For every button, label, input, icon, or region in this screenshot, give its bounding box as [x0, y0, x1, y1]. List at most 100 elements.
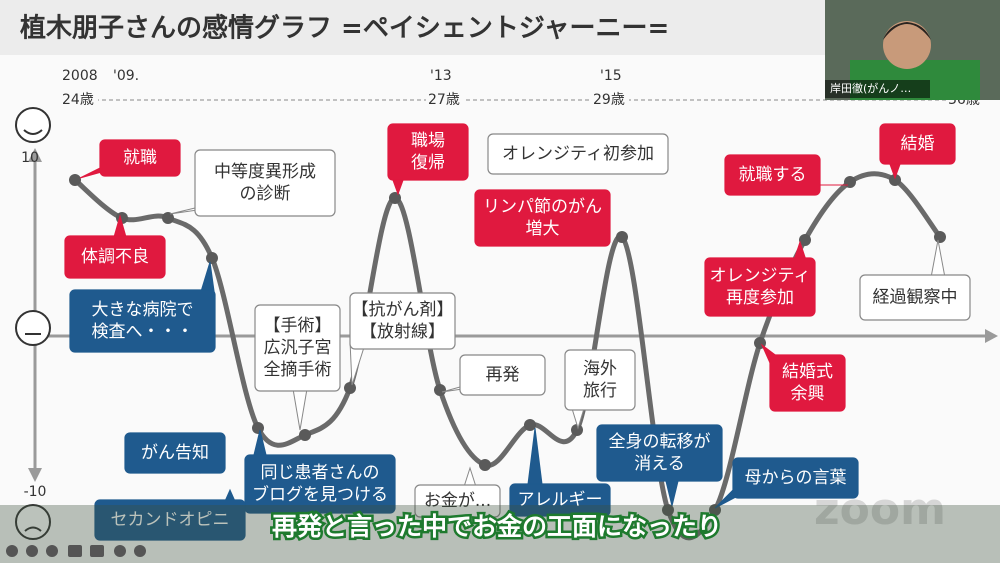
- slide-title: 植木朋子さんの感情グラフ =ペイシェントジャーニー=: [20, 14, 669, 44]
- person-hair: [883, 22, 931, 40]
- curve-point: [344, 382, 356, 394]
- sad-face: [15, 504, 51, 540]
- video-icon[interactable]: [90, 545, 104, 557]
- callout-box: [194, 149, 336, 217]
- callout-text: 復帰: [411, 153, 445, 173]
- zoom-watermark: zoom: [814, 484, 946, 535]
- y-arrow-down: [28, 468, 42, 482]
- age-bg: [60, 91, 98, 109]
- callout-text: オレンジティ初参加: [502, 144, 654, 164]
- curve-point: [844, 176, 856, 188]
- callout-text: 全摘手術: [264, 360, 332, 380]
- callout-box: [64, 235, 166, 279]
- axis-top-label: 10: [21, 150, 39, 166]
- callout-text: 就職: [123, 148, 157, 168]
- name-tag: [825, 80, 930, 98]
- curve-point: [662, 504, 674, 516]
- callout-text: 【放射線】: [360, 322, 445, 342]
- callout-text: 余興: [791, 384, 825, 404]
- curve-point: [206, 252, 218, 264]
- callout-box: [124, 432, 226, 474]
- callout-text: の診断: [240, 184, 291, 204]
- tool-icon[interactable]: [114, 545, 126, 557]
- year-label: 2008: [62, 68, 98, 84]
- title-band: [0, 0, 825, 55]
- tool-icon[interactable]: [6, 545, 18, 557]
- callout-text: 母からの言葉: [745, 468, 847, 488]
- year-label: '13: [430, 68, 452, 84]
- toolbar: [6, 545, 146, 557]
- tool-icon[interactable]: [26, 545, 38, 557]
- callout-box: [99, 139, 181, 177]
- callout-text: 職場: [411, 131, 445, 151]
- callout-text: 中等度異形成: [214, 162, 316, 182]
- age-label: 24歳: [62, 92, 94, 108]
- person-head: [883, 21, 931, 69]
- participant-name: 岸田徹(がんノ…: [830, 81, 911, 95]
- callout-text: リンパ節のがん: [483, 197, 602, 217]
- callout-box: [732, 457, 859, 499]
- callout-text: 全身の転移が: [609, 432, 711, 452]
- neutral-face: [15, 310, 51, 346]
- callout-text: 再度参加: [726, 288, 794, 308]
- axis-bottom-label: -10: [24, 484, 47, 500]
- callout-box: [459, 354, 546, 396]
- x-arrow: [985, 329, 998, 343]
- curve-point: [799, 234, 811, 246]
- callout-text: 海外: [583, 359, 617, 379]
- curve-point: [524, 419, 536, 431]
- year-label: '15: [600, 68, 622, 84]
- callout-box: [69, 289, 216, 353]
- callout-box: [704, 257, 816, 317]
- smile: [23, 129, 43, 135]
- curve-point: [934, 231, 946, 243]
- callout-text: 旅行: [583, 381, 617, 401]
- tool-icon[interactable]: [46, 545, 58, 557]
- caption: 再発と言った中でお金の工面になったり: [272, 512, 722, 541]
- age-bg: [591, 91, 629, 109]
- callout-text: 【抗がん剤】: [352, 300, 454, 320]
- curve-point: [889, 174, 901, 186]
- callout-text: 再発: [486, 365, 520, 385]
- callout-box: [509, 483, 611, 517]
- callout-text: アレルギー: [518, 490, 603, 510]
- callout-text: 【手術】: [264, 316, 332, 336]
- callout-text: ブログを見つける: [252, 484, 388, 505]
- callout-box: [596, 424, 723, 482]
- curve-point: [479, 459, 491, 471]
- caption-band: [0, 505, 1000, 563]
- year-label: '09.: [113, 68, 139, 84]
- y-arrow-up: [28, 148, 42, 162]
- callout-text: 広汎子宮: [264, 338, 332, 358]
- callout-text: オレンジティ: [710, 266, 811, 286]
- callout-box: [414, 484, 501, 518]
- callout-box: [387, 123, 469, 181]
- happy-face: [15, 107, 51, 143]
- callout-text: 経過観察中: [873, 288, 958, 308]
- frown: [24, 526, 42, 532]
- callout-text: 大きな病院で: [92, 300, 194, 320]
- callout-box: [94, 499, 246, 541]
- age-bg: [426, 91, 464, 109]
- curve-point: [434, 384, 446, 396]
- callout-box: [474, 189, 611, 247]
- callout-text: 結婚: [901, 134, 935, 154]
- tool-icon[interactable]: [134, 545, 146, 557]
- curve-point: [709, 504, 721, 516]
- curve-point: [616, 231, 628, 243]
- age-label: 27歳: [428, 92, 460, 108]
- callout-text: 消える: [634, 454, 685, 474]
- cc-icon[interactable]: [68, 545, 82, 557]
- age-label: 29歳: [593, 92, 625, 108]
- curve-point: [571, 424, 583, 436]
- callout-text: セカンドオピニ: [111, 510, 230, 530]
- callout-text: 結婚式: [782, 362, 833, 382]
- callout-box: [254, 304, 341, 392]
- callout-box: [487, 133, 669, 175]
- curve-point: [162, 212, 174, 224]
- curve-point: [299, 429, 311, 441]
- callout-text: 同じ患者さんの: [261, 463, 380, 483]
- callout-box: [879, 123, 956, 165]
- callout-text: がん告知: [141, 443, 209, 463]
